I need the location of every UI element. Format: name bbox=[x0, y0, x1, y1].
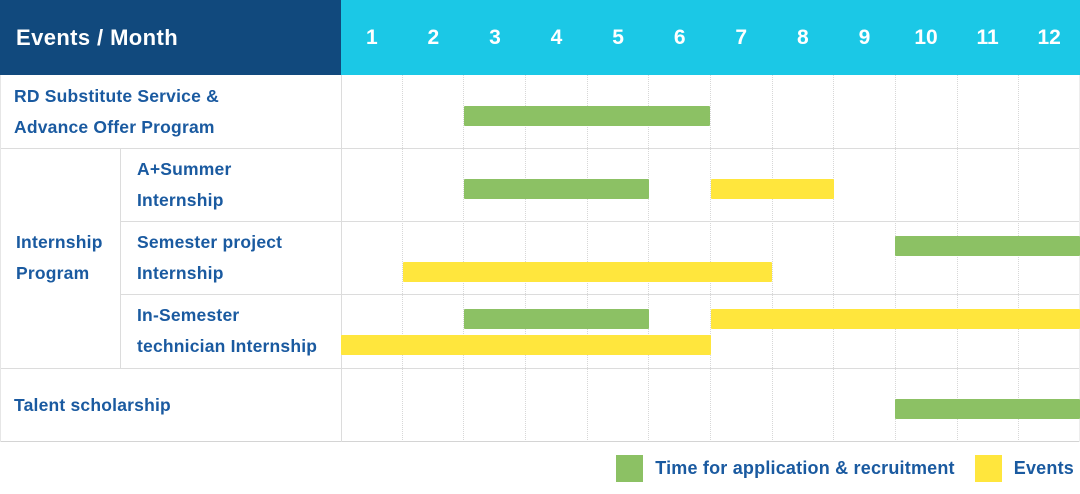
month-header-10: 10 bbox=[914, 25, 938, 49]
legend-label-events: Events bbox=[1013, 457, 1074, 478]
bar-a-plus-summer-application-m3-5 bbox=[464, 179, 649, 199]
group-sublabel-divider bbox=[120, 148, 121, 368]
month-header-9: 9 bbox=[858, 25, 871, 49]
month-column-12 bbox=[1018, 75, 1080, 442]
table-left-border bbox=[0, 75, 1, 442]
month-header-5: 5 bbox=[612, 25, 624, 49]
bars-layer bbox=[341, 75, 1080, 442]
month-column-7 bbox=[710, 75, 772, 442]
legend-item-events: Events bbox=[974, 454, 1074, 482]
bar-talent-scholarship-application-m10-12 bbox=[895, 399, 1080, 419]
month-column-5 bbox=[586, 75, 649, 442]
events-swatch-icon bbox=[974, 454, 1002, 482]
month-column-6 bbox=[648, 75, 710, 442]
label-grid-divider bbox=[341, 75, 342, 442]
row-label-a-plus-summer: A+Summer Internship bbox=[137, 158, 232, 210]
month-header-8: 8 bbox=[796, 25, 809, 49]
month-header-2: 2 bbox=[427, 25, 440, 49]
row-divider bbox=[120, 294, 1080, 295]
month-column-8 bbox=[771, 75, 834, 442]
month-header-12: 12 bbox=[1037, 25, 1061, 49]
month-header-1: 1 bbox=[365, 25, 378, 49]
events-month-header: Events / Month bbox=[0, 0, 341, 75]
row-label-semester-project: Semester project Internship bbox=[137, 231, 283, 283]
row-divider bbox=[120, 221, 1080, 222]
month-header-7: 7 bbox=[735, 25, 748, 49]
row-label-in-semester-technician: In-Semester technician Internship bbox=[137, 305, 318, 356]
month-column-4 bbox=[525, 75, 587, 442]
gantt-grid bbox=[341, 75, 1080, 442]
application-swatch-icon bbox=[616, 454, 644, 482]
bar-semester-project-event-m2-7 bbox=[402, 262, 773, 282]
month-column-3 bbox=[463, 75, 525, 442]
row-divider bbox=[0, 368, 1080, 369]
bar-in-semester-technician-event-m7-12 bbox=[710, 309, 1080, 329]
legend-item-application: Time for application & recruitment bbox=[616, 454, 955, 482]
month-column-2 bbox=[401, 75, 464, 442]
month-header-11: 11 bbox=[976, 25, 999, 49]
month-header-6: 6 bbox=[673, 25, 686, 49]
legend-label-application: Time for application & recruitment bbox=[655, 457, 955, 478]
row-label-talent-scholarship: Talent scholarship bbox=[14, 394, 171, 415]
month-header-3: 3 bbox=[489, 25, 501, 49]
month-column-11 bbox=[956, 75, 1019, 442]
legend: Time for application & recruitment Event… bbox=[0, 442, 1080, 494]
bar-a-plus-summer-event-m7-8 bbox=[710, 179, 834, 199]
bar-in-semester-technician-event-m1-6 bbox=[341, 335, 711, 355]
month-column-10 bbox=[895, 75, 957, 442]
month-header-row: 1 2 3 4 5 6 7 8 9 10 11 12 bbox=[341, 0, 1080, 75]
events-month-title: Events / Month bbox=[16, 24, 179, 50]
row-divider bbox=[0, 148, 1080, 149]
gantt-body: RD Substitute Service & Advance Offer Pr… bbox=[0, 75, 1080, 442]
table-bottom-border bbox=[0, 441, 1080, 442]
month-column-9 bbox=[833, 75, 895, 442]
bar-rd-substitute-application-m3-6 bbox=[464, 106, 711, 126]
bar-in-semester-technician-application-m3-5 bbox=[464, 309, 649, 329]
row-label-rd-substitute: RD Substitute Service & Advance Offer Pr… bbox=[14, 85, 219, 137]
month-header-4: 4 bbox=[550, 25, 563, 49]
bar-semester-project-application-m10-12 bbox=[895, 236, 1080, 256]
group-label-internship-program: Internship Program bbox=[16, 232, 103, 283]
